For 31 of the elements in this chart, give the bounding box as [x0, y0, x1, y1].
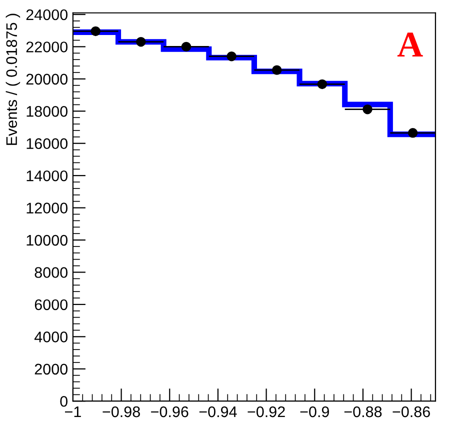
x-tick-label: −0.86	[392, 406, 430, 418]
y-tick-label: 8000	[34, 267, 68, 278]
x-tick-label: −0.96	[151, 406, 188, 418]
x-tick-label: −0.92	[248, 406, 285, 418]
y-tick-label: 24000	[26, 9, 68, 20]
point	[136, 37, 146, 47]
y-tick-label: 16000	[26, 138, 68, 150]
y-tick-label: 14000	[26, 170, 68, 182]
annotation: A	[397, 32, 423, 56]
point	[90, 26, 100, 36]
x-tick-label: −0.94	[199, 406, 237, 418]
y-tick-label: 18000	[26, 106, 68, 117]
point	[317, 79, 328, 90]
point	[181, 42, 192, 52]
x-tick-label: −0.98	[102, 406, 140, 418]
y-tick-label: 20000	[26, 74, 68, 85]
y-tick-label: 6000	[34, 299, 68, 310]
x-tick-label: −1	[65, 406, 81, 418]
x-tick-label: −0.88	[344, 406, 382, 418]
point	[272, 65, 282, 75]
x-tick-label: −0.9	[300, 406, 329, 418]
y-tick-label: 4000	[34, 332, 68, 342]
point	[408, 128, 418, 138]
y-axis-title: Events / ( 0.01875 )	[6, 14, 20, 145]
y-tick-label: 10000	[26, 234, 68, 246]
point	[362, 104, 372, 114]
y-tick-label: 22000	[26, 42, 68, 52]
y-tick-label: 2000	[34, 364, 68, 375]
point	[226, 52, 236, 62]
y-tick-label: 12000	[26, 202, 68, 214]
y-tick-label: 0	[60, 396, 68, 407]
